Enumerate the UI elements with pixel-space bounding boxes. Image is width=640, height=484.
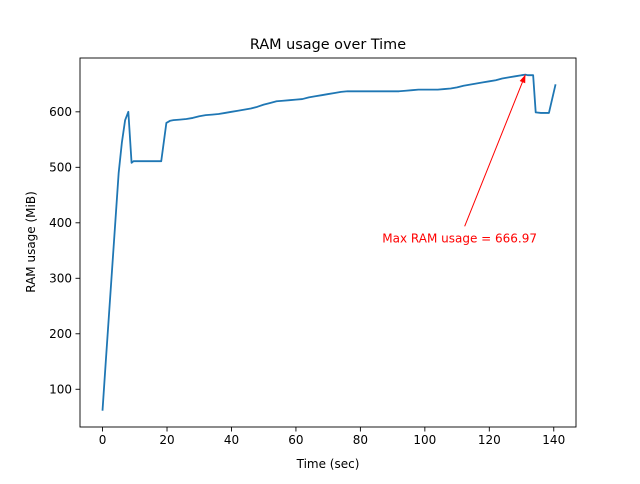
x-tick-label: 20 <box>159 433 174 447</box>
y-tick-label: 600 <box>49 105 72 119</box>
x-tick-label: 100 <box>413 433 436 447</box>
x-tick-label: 60 <box>288 433 303 447</box>
series-line-0 <box>101 73 557 411</box>
y-tick-label: 100 <box>49 383 72 397</box>
x-tick-label: 80 <box>353 433 368 447</box>
y-tick-label: 400 <box>49 216 72 230</box>
y-tick-label: 500 <box>49 161 72 175</box>
annotation-arrow-line <box>464 74 526 227</box>
x-tick-label: 140 <box>542 433 565 447</box>
y-axis-label: RAM usage (MiB) <box>24 191 38 293</box>
y-tick-label: 200 <box>49 327 72 341</box>
x-tick-label: 0 <box>99 433 107 447</box>
plot-area: 0 20 40 60 80 100 120 140 100 200 300 400 500 600 Max … <box>49 57 577 447</box>
x-tick-label: 40 <box>224 433 239 447</box>
x-axis-label: Time (sec) <box>296 457 360 471</box>
y-tick-label: 300 <box>49 272 72 286</box>
chart-title: RAM usage over Time <box>250 37 406 53</box>
x-tick-label: 120 <box>478 433 501 447</box>
annotation-arrow-head <box>519 74 526 84</box>
annotation-label: Max RAM usage = 666.97 <box>382 232 537 246</box>
axes-frame <box>79 57 577 428</box>
